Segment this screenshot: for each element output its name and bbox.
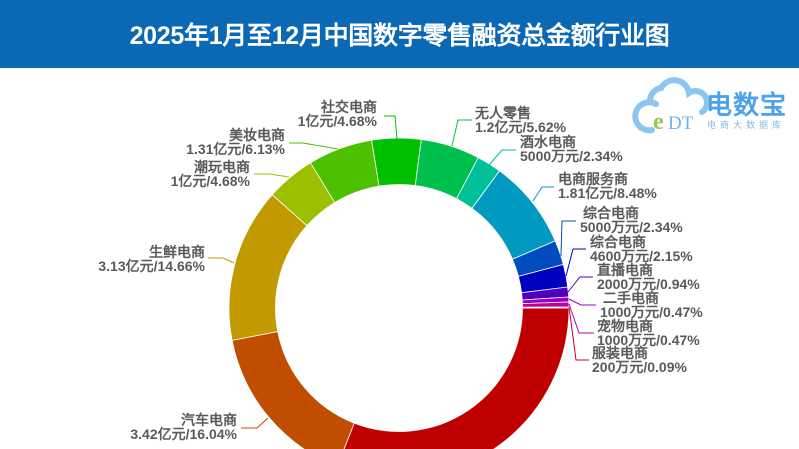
label-name: 二手电商: [603, 290, 659, 306]
label-name: 美妆电商: [229, 127, 285, 143]
label-general-ecommerce-1: 综合电商 5000万元/2.34%: [580, 206, 683, 234]
label-name: 电商服务商: [558, 171, 628, 187]
label-value: 1.81亿元/8.48%: [558, 185, 657, 201]
label-unmanned-retail: 无人零售 1.2亿元/5.62%: [475, 106, 566, 134]
label-name: 服装电商: [592, 345, 648, 361]
leader-lines: [208, 115, 596, 429]
leader-line-general-1: [560, 220, 576, 257]
label-value: 1.31亿元/6.13%: [186, 141, 285, 157]
label-general-ecommerce-2: 综合电商 4600万元/2.15%: [590, 235, 693, 263]
logo-mark-dt: DT: [668, 113, 694, 134]
logo-mark-e: e: [653, 109, 664, 135]
slice-fresh-food-ecommerce[interactable]: [228, 194, 308, 341]
logo-cloud-icon: e DT: [632, 77, 710, 135]
label-name: 综合电商: [583, 205, 639, 221]
leader-line-pet: [568, 303, 594, 334]
donut-slices: [228, 137, 570, 449]
label-value: 1000万元/0.47%: [597, 332, 700, 348]
leader-line-fresh-food: [208, 257, 235, 264]
label-fresh-food-ecommerce: 生鲜电商 3.13亿元/14.66%: [98, 245, 205, 273]
slice-social-ecommerce[interactable]: [371, 137, 422, 187]
label-value: 4600万元/2.15%: [590, 248, 693, 264]
label-beauty-ecommerce: 美妆电商 1.31亿元/6.13%: [186, 128, 285, 156]
leader-line-service-provider: [532, 186, 554, 202]
label-name: 生鲜电商: [149, 244, 205, 260]
leader-line-live-streaming: [567, 276, 593, 293]
label-trendy-toys-ecommerce: 潮玩电商 1亿元/4.68%: [171, 160, 250, 188]
leader-line-beauty: [289, 142, 339, 150]
leader-line-liquor: [488, 149, 516, 166]
label-social-ecommerce: 社交电商 1亿元/4.68%: [298, 100, 377, 128]
label-apparel-ecommerce: 服装电商 200万元/0.09%: [592, 346, 687, 374]
label-value: 5000万元/2.34%: [580, 219, 683, 235]
label-name: 无人零售: [475, 105, 531, 121]
label-value: 3.13亿元/14.66%: [98, 258, 205, 274]
page-title: 2025年1月至12月中国数字零售融资总金额行业图: [129, 22, 670, 50]
label-value: 5000万元/2.34%: [520, 148, 623, 164]
label-name: 直播电商: [597, 262, 653, 278]
label-value: 1.2亿元/5.62%: [475, 119, 567, 135]
label-ecommerce-service-provider: 电商服务商 1.81亿元/8.48%: [558, 172, 657, 200]
slice-unlabeled-red[interactable]: [337, 307, 570, 449]
leader-line-social: [384, 115, 398, 140]
slice-auto-ecommerce[interactable]: [231, 331, 355, 449]
title-bar: 2025年1月至12月中国数字零售融资总金额行业图: [0, 0, 799, 68]
label-live-streaming-ecommerce: 直播电商 2000万元/0.94%: [597, 263, 700, 291]
label-value: 3.42亿元/16.04%: [130, 426, 237, 442]
logo-tagline: 电商大数据库: [707, 121, 786, 131]
label-name: 潮玩电商: [194, 159, 250, 175]
label-value: 2000万元/0.94%: [597, 276, 700, 292]
slice-apparel-ecommerce[interactable]: [522, 306, 570, 309]
label-value: 1亿元/4.68%: [170, 173, 250, 189]
label-value: 1亿元/4.68%: [297, 113, 377, 129]
label-liquor-ecommerce: 酒水电商 5000万元/2.34%: [520, 135, 623, 163]
label-name: 社交电商: [321, 99, 377, 115]
label-name: 酒水电商: [520, 134, 576, 150]
leader-line-second-hand: [568, 298, 596, 306]
leader-line-auto: [241, 417, 269, 429]
label-name: 宠物电商: [597, 318, 653, 334]
label-value: 200万元/0.09%: [592, 359, 687, 375]
logo-brand-name: 电数宝: [706, 91, 788, 121]
label-name: 综合电商: [590, 234, 646, 250]
label-pet-ecommerce: 宠物电商 1000万元/0.47%: [597, 319, 700, 347]
cloud-top: [647, 77, 710, 115]
label-auto-ecommerce: 汽车电商 3.42亿元/16.04%: [130, 413, 237, 441]
label-value: 1000万元/0.47%: [600, 304, 703, 320]
leader-line-trendy-toys: [254, 173, 290, 178]
leader-line-general-2: [565, 248, 586, 277]
leader-line-unmanned-retail: [451, 119, 472, 147]
label-second-hand-ecommerce: 二手电商 1000万元/0.47%: [600, 291, 703, 319]
label-name: 汽车电商: [181, 412, 237, 428]
leader-line-apparel: [568, 306, 589, 361]
